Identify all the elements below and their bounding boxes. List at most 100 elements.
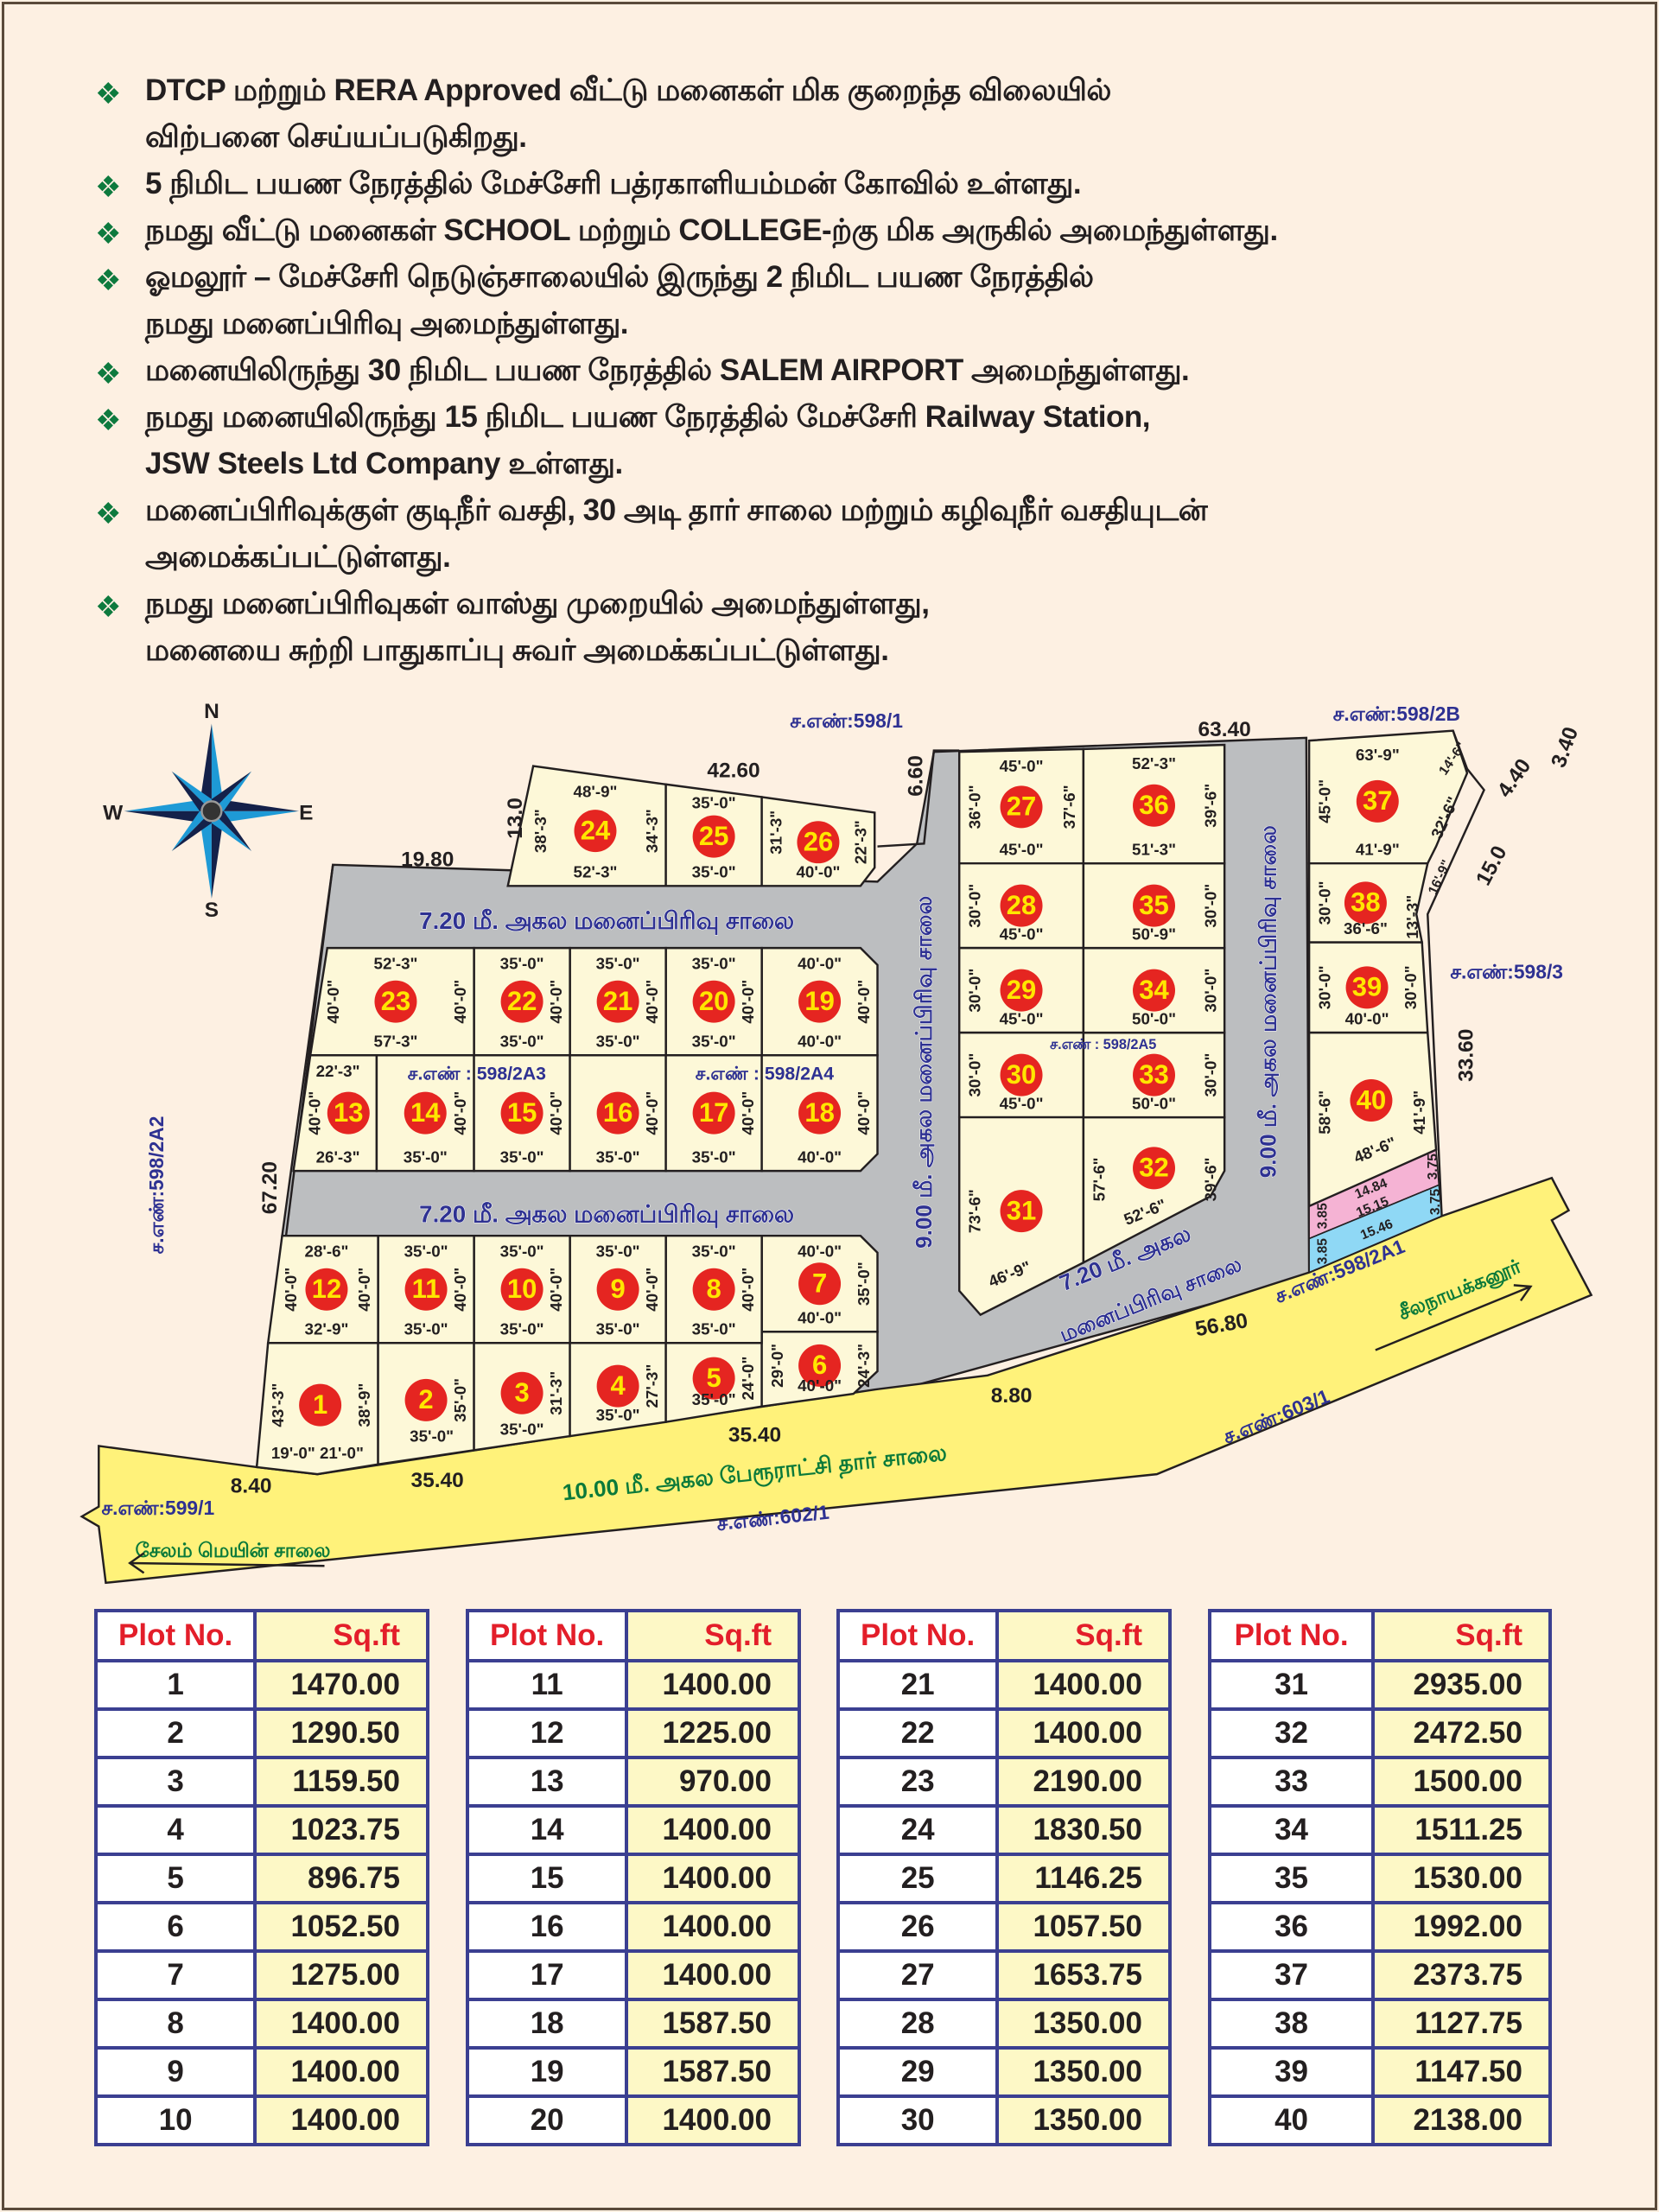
dimension-right: 30'-0"	[1402, 965, 1420, 1009]
feature-item: ❖ மனையிலிருந்து 30 நிமிட பயண நேரத்தில் SA…	[95, 347, 1616, 394]
dimension-right: 40'-0"	[547, 1268, 565, 1312]
sqft-cell: 1400.00	[253, 1998, 429, 2050]
plot-badge	[1133, 784, 1175, 827]
plot-3[interactable]: 3 35'-0"31'-3"	[473, 1342, 571, 1452]
sqft-cell: 1400.00	[995, 1707, 1172, 1759]
plot-number: 34	[1139, 975, 1169, 1005]
header-sqft: Sq.ft	[253, 1609, 429, 1662]
plot-27[interactable]: 27 45'-0" 45'-0" 36'-0" 37'-6"	[957, 747, 1085, 865]
dimension-bottom: 35'-0"	[596, 1032, 640, 1050]
plot-25[interactable]: 25 35'-0" 35'-0"	[664, 783, 763, 887]
plot-13[interactable]: 13 22'-3" 26'-3" 40'-0"	[292, 1054, 378, 1173]
plot-badge	[798, 1091, 842, 1135]
plot-number: 5	[706, 1363, 721, 1393]
plot-26[interactable]: 26 40'-0" 31'-3" 22'-3"	[760, 796, 876, 887]
plot-30[interactable]: 30 45'-0" 30'-0"	[957, 1031, 1085, 1119]
plot-number: 12	[312, 1274, 342, 1304]
dimension-right: 30'-0"	[1201, 969, 1219, 1013]
dimension-bottom: 35'-0"	[692, 1390, 736, 1408]
survey-number: ச.எண்:598/2B	[1333, 702, 1460, 725]
dimension-left: 40'-0"	[324, 980, 342, 1024]
plot-4[interactable]: 4 35'-0"27'-3"	[569, 1342, 667, 1438]
survey-number: ச.எண்:599/1	[102, 1497, 215, 1519]
plot-9[interactable]: 9 35'-0" 35'-0"40'-0"	[569, 1234, 667, 1344]
sqft-cell: 1992.00	[1371, 1901, 1552, 1953]
plot-1[interactable]: 1 19'-0" 21'-0" 43'-3" 38'-9"	[255, 1342, 379, 1476]
plot-29[interactable]: 29 45'-0" 30'-0"	[957, 946, 1085, 1034]
dimension-bottom: 50'-0"	[1132, 1094, 1176, 1112]
table-row: 1 1470.00	[93, 1659, 429, 1711]
plot-28[interactable]: 28 45'-0" 30'-0"	[957, 861, 1085, 950]
dimension-bottom: 35'-0"	[500, 1320, 544, 1338]
plot-badge	[692, 815, 735, 858]
plot-no-cell: 34	[1207, 1804, 1376, 1856]
plot-22[interactable]: 22 35'-0" 35'-0"40'-0"	[473, 946, 571, 1057]
plot-18[interactable]: 18 40'-0" 40'-0"	[760, 1054, 879, 1173]
plot-no-cell: 31	[1207, 1659, 1376, 1711]
sqft-cell: 1052.50	[253, 1901, 429, 1953]
plot-no-cell: 1	[93, 1659, 257, 1711]
table-row: 35 1530.00	[1207, 1853, 1552, 1904]
plot-badge	[374, 980, 417, 1023]
dimension-top: 28'-6"	[304, 1243, 348, 1261]
boundary-measurement: 6.60	[905, 755, 928, 797]
feature-text: அமைக்கப்பட்டுள்ளது.	[145, 540, 451, 574]
boundary-measurement: 3.75	[1426, 1154, 1440, 1180]
plot-badge	[574, 810, 617, 853]
sqft-cell: 1400.00	[625, 1949, 801, 2001]
table-row: 27 1653.75	[836, 1949, 1172, 2001]
plot-2[interactable]: 2 35'-0" 35'-0"	[377, 1342, 475, 1466]
plot-24[interactable]: 24 48'-9" 52'-3" 38'-3" 34'-3"	[506, 765, 667, 887]
plot-area-table: Plot No. Sq.ft 31 2935.00 32 2472.50 33 1500.00…	[1207, 1609, 1552, 2146]
plot-number: 14	[410, 1097, 441, 1128]
plot-number: 13	[334, 1097, 364, 1128]
plot-16[interactable]: 16 35'-0"40'-0"	[569, 1054, 667, 1173]
plot-badge	[692, 1091, 735, 1135]
dimension-right: 24'-3"	[855, 1344, 873, 1388]
plot-20[interactable]: 20 35'-0" 35'-0"40'-0"	[664, 946, 763, 1057]
plot-33[interactable]: 33 50'-0" 30'-0"	[1082, 1031, 1226, 1119]
diamond-dots-icon: ❖	[95, 264, 122, 297]
dimension-right: 40'-0"	[355, 1268, 373, 1312]
plot-36[interactable]: 36 52'-3" 51'-3" 39'-6"	[1082, 743, 1226, 865]
plot-23[interactable]: 23 52'-3" 57'-3" 40'-0" 40'-0"	[308, 946, 475, 1057]
plot-number: 31	[1007, 1195, 1036, 1225]
plot-no-cell: 24	[836, 1804, 1000, 1856]
plot-6[interactable]: 640'-0" 29'-0" 24'-3"	[760, 1331, 879, 1408]
table-row: 34 1511.25	[1207, 1804, 1552, 1856]
road-name: 9.00 மீ. அகல மனைப்பிரிவு சாலை	[911, 896, 938, 1249]
dimension-right: 40'-0"	[739, 1091, 757, 1135]
plot-badge	[404, 1268, 448, 1311]
plot-5[interactable]: 535'-0" 24'-0"	[664, 1342, 763, 1424]
plot-8[interactable]: 8 35'-0" 35'-0"40'-0"	[664, 1234, 763, 1344]
compass-east-label: E	[299, 802, 313, 825]
table-row: 15 1400.00	[465, 1853, 801, 1904]
plot-39[interactable]: 39 40'-0" 30'-0" 30'-0"	[1307, 941, 1429, 1034]
plot-15[interactable]: 15 35'-0"40'-0"	[473, 1054, 571, 1173]
plot-34[interactable]: 34 50'-0" 30'-0"	[1082, 946, 1226, 1034]
plot-number: 2	[418, 1384, 433, 1414]
dimension-bottom: 35'-0"	[500, 1147, 544, 1166]
boundary-measurement: 35.40	[728, 1424, 781, 1447]
dimension-top: 35'-0"	[692, 1243, 736, 1261]
dimension-bottom: 40'-0"	[798, 1032, 842, 1050]
plot-19[interactable]: 19 40'-0" 40'-0" 40'-0"	[760, 946, 879, 1057]
plot-7[interactable]: 7 40'-0" 40'-0" 35'-0"	[760, 1234, 879, 1333]
header-plot-no: Plot No.	[93, 1609, 257, 1662]
plot-14[interactable]: 14 35'-0"40'-0"	[375, 1054, 475, 1173]
plot-no-cell: 30	[836, 2094, 1000, 2146]
plot-number: 39	[1352, 972, 1382, 1002]
plot-11[interactable]: 11 35'-0" 35'-0"40'-0"	[377, 1234, 475, 1344]
plot-10[interactable]: 10 35'-0" 35'-0"40'-0"	[473, 1234, 571, 1344]
plot-no-cell: 37	[1207, 1949, 1376, 2001]
plot-35[interactable]: 35 50'-9" 30'-0"	[1082, 861, 1226, 950]
plot-badge	[596, 1364, 639, 1408]
table-row: 4 1023.75	[93, 1804, 429, 1856]
plot-21[interactable]: 21 35'-0" 35'-0"40'-0"	[569, 946, 667, 1057]
